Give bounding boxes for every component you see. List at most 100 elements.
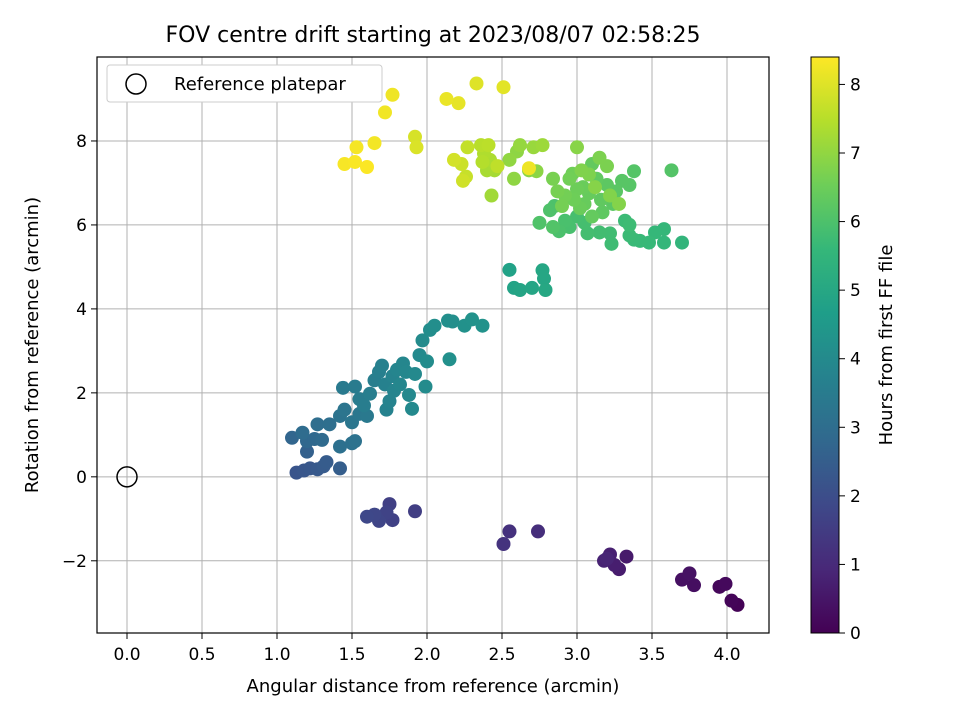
data-point xyxy=(322,417,337,432)
data-point xyxy=(531,524,545,539)
data-point xyxy=(349,140,364,155)
data-point xyxy=(546,171,560,186)
data-point xyxy=(408,366,422,381)
data-point xyxy=(603,188,617,203)
x-tick-label: 3.5 xyxy=(638,645,665,665)
data-point xyxy=(615,173,629,188)
legend: Reference platepar xyxy=(106,64,383,103)
data-point xyxy=(465,312,479,327)
colorbar-tick-label: 1 xyxy=(850,555,861,575)
x-axis-ticks: 0.0 0.5 1.0 1.5 2.0 2.5 3.0 3.5 4.0 xyxy=(113,633,741,665)
data-point xyxy=(546,220,560,235)
data-point xyxy=(420,354,434,369)
data-point xyxy=(348,379,362,394)
data-point xyxy=(348,434,362,449)
data-point xyxy=(337,157,352,172)
data-point xyxy=(300,444,314,459)
colorbar-tick-label: 6 xyxy=(850,213,861,233)
data-point xyxy=(570,140,584,155)
data-point xyxy=(337,402,352,417)
legend-marker-icon xyxy=(125,73,147,95)
x-axis-label: Angular distance from reference (arcmin) xyxy=(247,676,620,697)
data-point xyxy=(550,184,565,199)
data-point xyxy=(382,394,397,409)
colorbar-tick-label: 5 xyxy=(850,281,861,301)
colorbar-tick-label: 4 xyxy=(850,350,861,370)
data-point xyxy=(627,164,641,179)
y-tick-label: 6 xyxy=(76,216,87,236)
data-point xyxy=(447,152,461,167)
data-point xyxy=(648,225,662,240)
colorbar-tick-label: 7 xyxy=(850,144,861,164)
chart-title: FOV centre drift starting at 2023/08/07 … xyxy=(166,23,701,48)
data-point xyxy=(513,283,527,298)
scatter-points xyxy=(285,76,745,612)
data-point xyxy=(375,358,389,373)
data-point xyxy=(405,401,419,416)
legend-box xyxy=(106,64,383,103)
data-point xyxy=(439,91,454,106)
grid-lines xyxy=(97,57,769,633)
data-point xyxy=(574,163,589,178)
colorbar-tick-label: 2 xyxy=(850,487,861,507)
data-point xyxy=(603,226,617,241)
data-point xyxy=(333,461,347,476)
data-point xyxy=(360,408,374,423)
data-point xyxy=(360,509,374,524)
data-point xyxy=(402,387,416,402)
data-point xyxy=(537,271,551,286)
x-tick-label: 1.0 xyxy=(263,645,290,665)
x-tick-label: 3.0 xyxy=(563,645,590,665)
colorbar-tick-label: 0 xyxy=(850,624,861,644)
data-point xyxy=(675,235,689,250)
data-point xyxy=(687,578,701,593)
x-tick-label: 1.5 xyxy=(338,645,365,665)
data-point xyxy=(393,377,407,392)
data-point xyxy=(442,352,457,367)
data-point xyxy=(595,205,610,220)
colorbar-tick-label: 3 xyxy=(850,418,861,438)
data-point xyxy=(427,318,442,333)
data-point xyxy=(357,398,371,413)
data-point xyxy=(522,161,536,176)
data-point xyxy=(535,138,550,153)
x-tick-label: 0.0 xyxy=(113,645,140,665)
plot-frame xyxy=(96,56,770,634)
data-point xyxy=(385,87,400,102)
data-point xyxy=(507,171,521,186)
x-tick-label: 2.5 xyxy=(488,645,515,665)
data-point xyxy=(525,280,539,295)
data-point xyxy=(360,159,374,174)
data-point xyxy=(502,152,517,167)
data-point xyxy=(622,217,637,232)
data-point xyxy=(481,138,496,153)
data-point xyxy=(496,536,511,551)
data-point xyxy=(408,129,422,144)
data-point xyxy=(657,235,671,250)
data-point xyxy=(367,136,382,151)
data-point xyxy=(682,566,697,581)
data-point xyxy=(555,199,569,214)
colorbar xyxy=(810,56,840,634)
colorbar-tick-label: 8 xyxy=(850,75,861,95)
y-axis-label: Rotation from reference (arcmin) xyxy=(22,197,43,493)
data-point xyxy=(532,215,547,230)
data-point xyxy=(415,333,430,348)
data-point xyxy=(538,283,553,298)
colorbar-ticks: 0 1 2 3 4 5 6 7 8 xyxy=(839,75,861,644)
data-point xyxy=(718,576,733,591)
data-point xyxy=(543,203,557,218)
y-tick-label: 4 xyxy=(76,300,87,320)
x-tick-label: 0.5 xyxy=(188,645,215,665)
data-point xyxy=(592,150,607,165)
data-point xyxy=(451,96,466,111)
reference-point-marker xyxy=(116,466,138,488)
data-point xyxy=(585,209,599,224)
data-point xyxy=(460,140,475,155)
data-point xyxy=(724,593,739,608)
y-axis-ticks: −2 0 2 4 6 8 xyxy=(62,132,97,572)
reference-marker-group xyxy=(116,466,138,488)
data-point xyxy=(562,171,577,186)
data-point xyxy=(592,225,607,240)
